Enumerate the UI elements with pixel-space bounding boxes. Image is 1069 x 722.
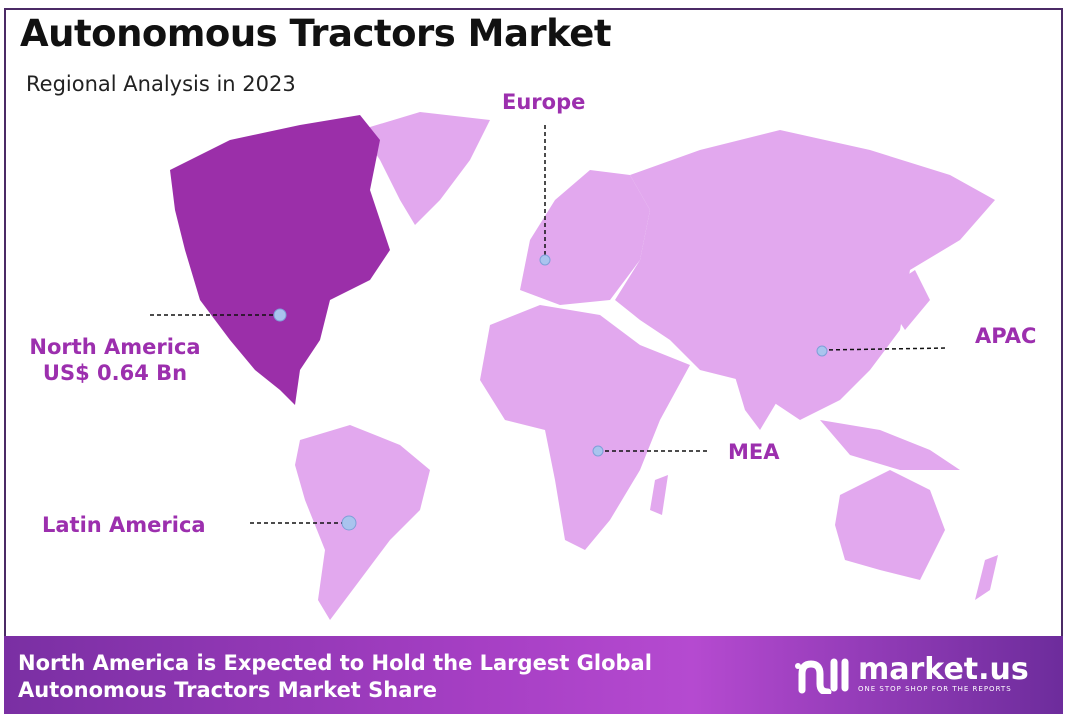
new-zealand bbox=[975, 555, 998, 600]
latin-america-marker bbox=[341, 515, 357, 531]
australia bbox=[835, 470, 945, 580]
north-america-name: North America bbox=[29, 335, 201, 359]
apac-marker bbox=[816, 345, 828, 357]
page-subtitle: Regional Analysis in 2023 bbox=[26, 72, 296, 96]
europe bbox=[520, 170, 650, 305]
north-america-marker bbox=[273, 308, 287, 322]
southeast-asia bbox=[820, 420, 960, 470]
banner-line-2: Autonomous Tractors Market Share bbox=[18, 678, 438, 702]
india bbox=[730, 350, 790, 430]
market-us-logo: market.us ONE STOP SHOP FOR THE REPORTS bbox=[794, 654, 1029, 694]
south-america bbox=[295, 425, 430, 620]
madagascar bbox=[650, 475, 668, 515]
banner-line-1: North America is Expected to Hold the La… bbox=[18, 651, 652, 675]
latin-america-label: Latin America bbox=[42, 513, 206, 537]
logo-tagline: ONE STOP SHOP FOR THE REPORTS bbox=[858, 685, 1012, 693]
north-america-label: North America US$ 0.64 Bn bbox=[20, 334, 210, 386]
north-america-value: US$ 0.64 Bn bbox=[42, 361, 188, 385]
north-america bbox=[170, 115, 390, 405]
japan bbox=[895, 270, 930, 330]
europe-marker bbox=[539, 254, 551, 266]
europe-label: Europe bbox=[502, 90, 586, 114]
footer-banner: North America is Expected to Hold the La… bbox=[4, 636, 1063, 714]
apac-label: APAC bbox=[975, 324, 1037, 348]
page-title: Autonomous Tractors Market bbox=[20, 12, 612, 55]
market-us-logo-icon bbox=[795, 658, 849, 694]
greenland bbox=[360, 112, 490, 225]
africa bbox=[480, 305, 690, 550]
mea-marker bbox=[592, 445, 604, 457]
asia bbox=[615, 130, 995, 420]
logo-name: market.us bbox=[858, 652, 1029, 687]
mea-label: MEA bbox=[728, 440, 780, 464]
banner-text: North America is Expected to Hold the La… bbox=[18, 650, 652, 704]
